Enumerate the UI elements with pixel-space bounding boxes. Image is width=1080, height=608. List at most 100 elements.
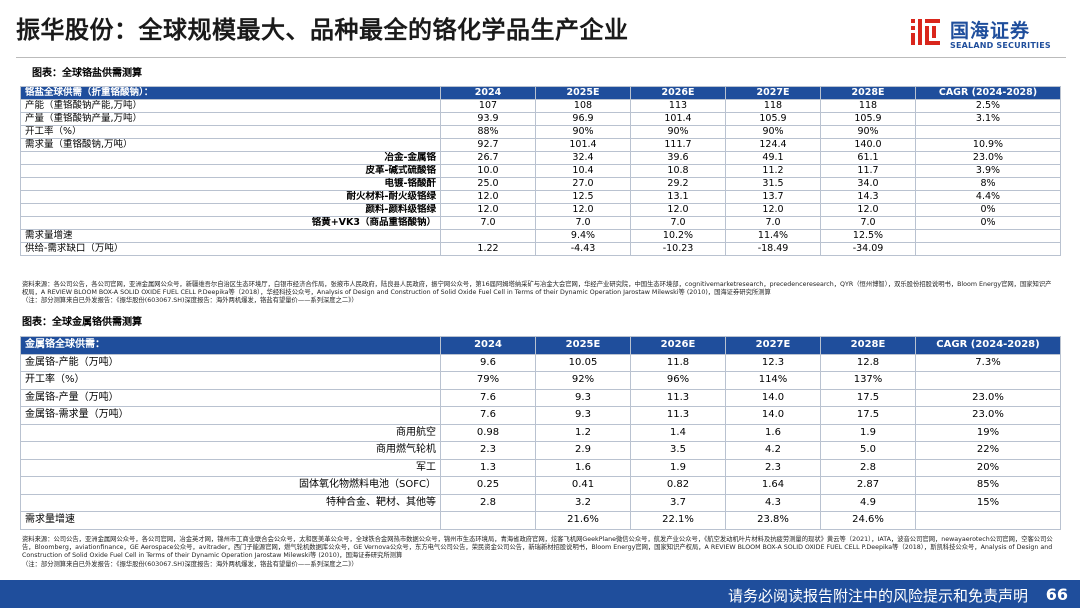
header-year-cell: 2025E — [535, 336, 631, 355]
value-cell: 10.05 — [535, 353, 631, 372]
table-row: 皮革-碱式硫酸铬 10.0 10.4 10.8 11.2 11.7 3.9% — [20, 164, 1061, 178]
header-year-cell: 2026E — [630, 86, 726, 100]
value-cell: 12.5 — [535, 190, 631, 204]
value-cell: 0.82 — [630, 476, 726, 495]
table-row: 金属铬-产能（万吨） 9.6 10.05 11.8 12.3 12.8 7.3% — [20, 353, 1061, 372]
value-cell: 19% — [915, 423, 1061, 442]
value-cell — [915, 371, 1061, 390]
page-footer: 请务必阅读报告附注中的风险提示和免责声明 66 — [0, 580, 1080, 608]
value-cell: 79% — [440, 371, 536, 390]
value-cell: 1.64 — [725, 476, 821, 495]
value-cell: 0.25 — [440, 476, 536, 495]
value-cell: 2.3 — [725, 458, 821, 477]
value-cell: 12.0 — [725, 203, 821, 217]
header-year-cell: 2024 — [440, 86, 536, 100]
table1-caption: 图表：全球铬盐供需测算 — [32, 68, 142, 79]
value-cell: 2.8 — [440, 493, 536, 512]
value-cell: 22.1% — [630, 511, 726, 530]
table-row: 需求量增速 21.6% 22.1% 23.8% 24.6% — [20, 511, 1061, 530]
row-label-cell: 供给-需求缺口（万吨） — [20, 242, 441, 256]
value-cell: 9.3 — [535, 406, 631, 425]
value-cell: 13.1 — [630, 190, 726, 204]
value-cell: 7.6 — [440, 388, 536, 407]
row-label-cell: 电镀-铬酸酐 — [20, 177, 441, 191]
table-row: 金属铬-产量（万吨） 7.6 9.3 11.3 14.0 17.5 23.0% — [20, 388, 1061, 407]
value-cell: 1.4 — [630, 423, 726, 442]
value-cell: 12.5% — [820, 229, 916, 243]
sealand-logo-icon — [911, 19, 940, 45]
value-cell: -18.49 — [725, 242, 821, 256]
value-cell: 118 — [820, 99, 916, 113]
value-cell: 9.3 — [535, 388, 631, 407]
value-cell: 90% — [630, 125, 726, 139]
table-header-row: 金属铬全球供需： 2024 2025E 2026E 2027E 2028E CAGR (20… — [20, 336, 1061, 355]
value-cell: 11.4% — [725, 229, 821, 243]
value-cell: 23.8% — [725, 511, 821, 530]
value-cell: 12.0 — [535, 203, 631, 217]
row-label-cell: 耐火材料-耐火级铬绿 — [20, 190, 441, 204]
header-year-cell: 2027E — [725, 86, 821, 100]
value-cell: 0.41 — [535, 476, 631, 495]
header-year-cell: 2028E — [820, 336, 916, 355]
value-cell: 7.0 — [820, 216, 916, 230]
value-cell: 1.22 — [440, 242, 536, 256]
value-cell: 12.3 — [725, 353, 821, 372]
disclaimer-text: 请务必阅读报告附注中的风险提示和免责声明 — [727, 587, 1028, 605]
row-label-cell: 金属铬-产能（万吨） — [20, 353, 441, 372]
value-cell: 10.0 — [440, 164, 536, 178]
row-label-cell: 开工率（%） — [20, 125, 441, 139]
value-cell: 107 — [440, 99, 536, 113]
value-cell: 7.0 — [630, 216, 726, 230]
table-row: 冶金-金属铬 26.7 32.4 39.6 49.1 61.1 23.0% — [20, 151, 1061, 165]
page-header: 振华股份：全球规模最大、品种最全的铬化学品生产企业 国海证券 SEALAND S… — [0, 0, 1080, 58]
value-cell: 3.5 — [630, 441, 726, 460]
table-row: 耐火材料-耐火级铬绿 12.0 12.5 13.1 13.7 14.3 4.4% — [20, 190, 1061, 204]
value-cell: 17.5 — [820, 406, 916, 425]
row-label-cell: 需求量增速 — [20, 229, 441, 243]
value-cell: 5.0 — [820, 441, 916, 460]
logo-chinese-name: 国海证券 — [950, 20, 1031, 42]
header-divider — [16, 57, 1066, 58]
value-cell: 23.0% — [915, 406, 1061, 425]
value-cell: 29.2 — [630, 177, 726, 191]
table1-note: （注：部分测算来自已外发报告：《振华股份(603067.SH)深度报告：海外两机… — [22, 297, 358, 305]
value-cell: 92.7 — [440, 138, 536, 152]
value-cell: 118 — [725, 99, 821, 113]
value-cell: 39.6 — [630, 151, 726, 165]
value-cell: 1.9 — [630, 458, 726, 477]
header-year-cell: 2027E — [725, 336, 821, 355]
table-row: 电镀-铬酸酐 25.0 27.0 29.2 31.5 34.0 8% — [20, 177, 1061, 191]
value-cell: 7.3% — [915, 353, 1061, 372]
table-header-row: 铬盐全球供需（折重铬酸钠）： 2024 2025E 2026E 2027E 2028E CA… — [20, 86, 1061, 100]
value-cell: 10.2% — [630, 229, 726, 243]
value-cell: 101.4 — [630, 112, 726, 126]
value-cell: 12.0 — [820, 203, 916, 217]
row-label-cell: 金属铬-需求量（万吨） — [20, 406, 441, 425]
logo-english-name: SEALAND SECURITIES — [950, 41, 1051, 50]
header-year-cell: CAGR (2024-2028) — [915, 336, 1061, 355]
value-cell: -34.09 — [820, 242, 916, 256]
chromium-salt-supply-demand-table: 铬盐全球供需（折重铬酸钠）： 2024 2025E 2026E 2027E 2028E CA… — [20, 86, 1061, 256]
value-cell: 2.5% — [915, 99, 1061, 113]
row-label-cell: 颜料-颜料级铬绿 — [20, 203, 441, 217]
table-row: 开工率（%） 88% 90% 90% 90% 90% — [20, 125, 1061, 139]
value-cell: 4.4% — [915, 190, 1061, 204]
value-cell: 96% — [630, 371, 726, 390]
value-cell: 3.2 — [535, 493, 631, 512]
header-year-cell: 2025E — [535, 86, 631, 100]
table1-source: 资料来源：各公司公告，各公司官网，亚洲金属网公众号，新疆维吾尔自治区生态环境厅，… — [22, 281, 1057, 306]
row-label-cell: 需求量增速 — [20, 511, 441, 530]
value-cell: 137% — [820, 371, 916, 390]
value-cell: 49.1 — [725, 151, 821, 165]
value-cell: 90% — [820, 125, 916, 139]
value-cell: 8% — [915, 177, 1061, 191]
value-cell: 32.4 — [535, 151, 631, 165]
table1-source-text: 资料来源：各公司公告，各公司官网，亚洲金属网公众号，新疆维吾尔自治区生态环境厅，… — [22, 281, 1052, 297]
value-cell: 15% — [915, 493, 1061, 512]
value-cell: 25.0 — [440, 177, 536, 191]
row-label-cell: 铬黄+VK3（商品重铬酸钠） — [20, 216, 441, 230]
table2-source: 资料来源：公司公告，亚洲金属网公众号，各公司官网，冶金英才网，锦州市工商业联合会… — [22, 536, 1057, 569]
table-row: 需求量（重铬酸钠,万吨） 92.7 101.4 111.7 124.4 140.0 10.9… — [20, 138, 1061, 152]
row-label-cell: 固体氧化物燃料电池（SOFC） — [20, 476, 441, 495]
value-cell: 2.87 — [820, 476, 916, 495]
